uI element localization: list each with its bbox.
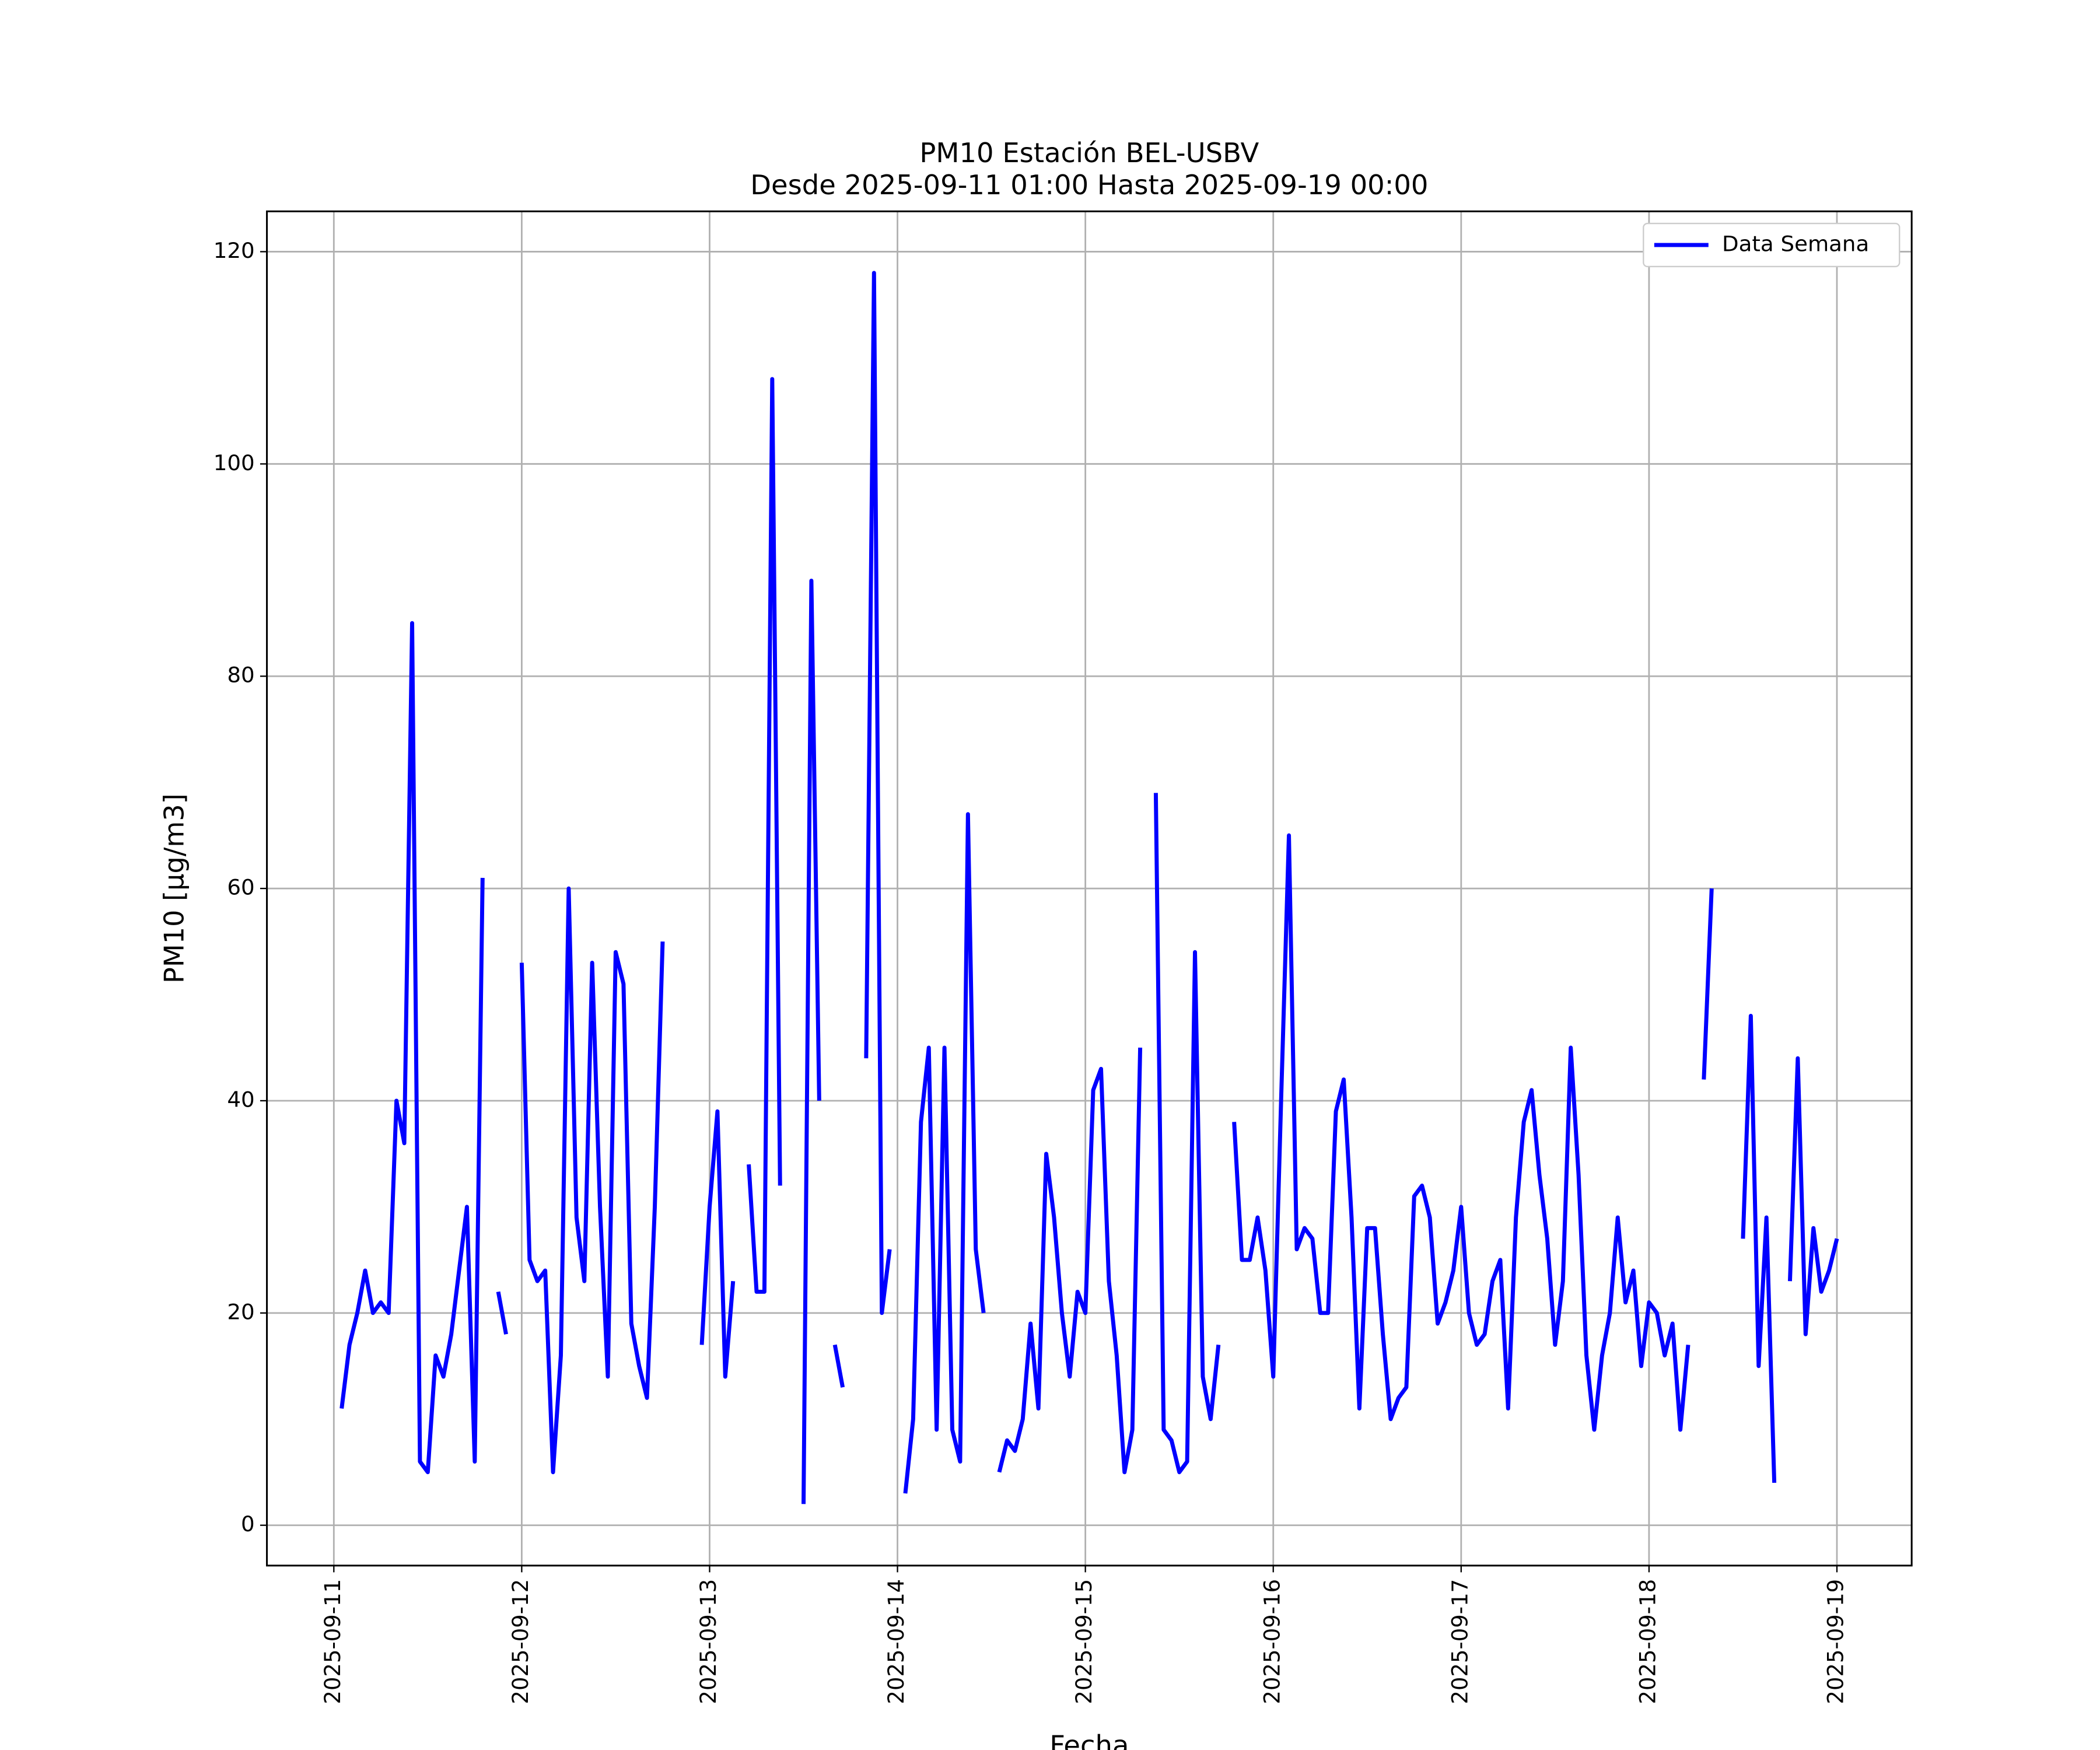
x-tick-label: 2025-09-19 xyxy=(1823,1579,1848,1704)
x-tick-label: 2025-09-14 xyxy=(884,1579,909,1704)
legend-label: Data Semana xyxy=(1722,232,1869,257)
y-tick-label: 60 xyxy=(227,875,254,900)
legend-box xyxy=(1643,222,1901,268)
data-line xyxy=(340,271,1839,1504)
y-tick-label: 100 xyxy=(214,450,255,475)
x-axis-label: Fecha xyxy=(1049,1730,1129,1750)
y-tick-label: 40 xyxy=(227,1087,254,1112)
x-tick-label: 2025-09-15 xyxy=(1072,1579,1097,1704)
y-tick-label: 80 xyxy=(227,663,254,688)
plot-frame xyxy=(266,210,1913,1567)
y-tick-label: 120 xyxy=(214,238,255,263)
y-axis-label: PM10 [μg/m3] xyxy=(158,793,190,984)
y-tick-label: 20 xyxy=(227,1299,254,1324)
legend: Data Semana xyxy=(1643,222,1901,268)
y-tick-label: 0 xyxy=(241,1511,255,1536)
x-tick-label: 2025-09-17 xyxy=(1447,1579,1472,1704)
x-tick-label: 2025-09-13 xyxy=(696,1579,721,1704)
x-tick-label: 2025-09-18 xyxy=(1635,1579,1660,1704)
x-tick-label: 2025-09-16 xyxy=(1259,1579,1284,1704)
chart-title: PM10 Estación BEL-USBV xyxy=(919,137,1259,169)
x-tick-label: 2025-09-11 xyxy=(320,1579,345,1704)
chart-subtitle: Desde 2025-09-11 01:00 Hasta 2025-09-19 … xyxy=(750,169,1428,201)
x-tick-label: 2025-09-12 xyxy=(508,1579,533,1704)
